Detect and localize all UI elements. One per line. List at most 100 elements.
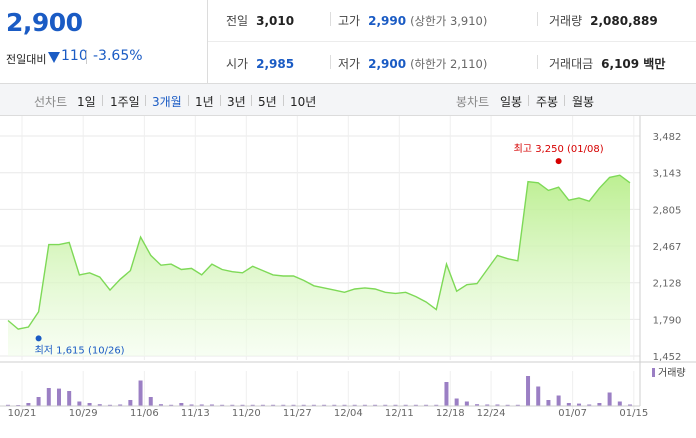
volume-bar — [107, 404, 112, 406]
volume-bar — [403, 404, 408, 406]
volume-bar — [291, 404, 296, 406]
high-marker — [555, 158, 562, 165]
y-tick-label: 1,790 — [653, 315, 682, 326]
volume-bar — [26, 403, 31, 406]
volume-bar — [46, 388, 51, 406]
volume-bar — [485, 404, 490, 406]
high-price: 고가 2,990 (상한가 3,910) — [338, 14, 488, 28]
volume-bar — [424, 404, 429, 406]
volume-bar — [597, 403, 602, 406]
y-tick-label: 2,467 — [653, 242, 682, 253]
tab-3m[interactable]: 3개월 — [152, 95, 182, 109]
trade-amount: 거래대금 6,109 백만 — [549, 57, 666, 71]
volume-bar — [36, 397, 41, 406]
x-tick-label: 12/18 — [436, 408, 465, 419]
quote-summary: 2,900 전일대비 110 -3.65% 전일 3,010 고가 2,990 (상한… — [0, 0, 696, 84]
y-tick-label: 2,805 — [653, 205, 682, 216]
tab-10y[interactable]: 10년 — [290, 95, 317, 109]
volume-bar — [250, 404, 255, 406]
volume-bar — [209, 404, 214, 406]
divider — [145, 95, 146, 106]
change-percent: -3.65% — [93, 48, 143, 64]
divider — [220, 95, 221, 106]
volume-bar — [240, 404, 245, 406]
x-tick-label: 10/21 — [8, 408, 37, 419]
tab-1d[interactable]: 1일 — [77, 95, 96, 109]
volume-bar — [505, 404, 510, 406]
x-tick-label: 11/06 — [130, 408, 159, 419]
volume-bar — [362, 404, 367, 406]
volume-bar — [577, 403, 582, 406]
x-tick-label: 11/27 — [283, 408, 312, 419]
volume-bar — [138, 380, 143, 406]
volume-bar — [444, 382, 449, 406]
divider — [208, 41, 696, 42]
candle-chart-section-label: 봉차트 — [456, 95, 490, 109]
volume-bar — [230, 404, 235, 406]
x-tick-label: 11/20 — [232, 408, 261, 419]
tab-1w[interactable]: 1주일 — [110, 95, 140, 109]
change-value: 110 — [61, 48, 88, 64]
x-tick-label: 11/13 — [181, 408, 210, 419]
divider — [537, 12, 538, 26]
volume-bar — [169, 404, 174, 406]
volume-bar — [189, 404, 194, 406]
volume-bar — [566, 403, 571, 406]
volume-bar — [158, 404, 163, 406]
x-tick-label: 12/11 — [385, 408, 414, 419]
volume-bar — [515, 404, 520, 406]
x-tick-label: 01/15 — [619, 408, 648, 419]
volume-bar — [148, 397, 153, 406]
tab-monthly-candle[interactable]: 월봉 — [572, 95, 595, 109]
line-chart-section-label: 선차트 — [34, 95, 68, 109]
volume-bar — [546, 400, 551, 406]
tab-3y[interactable]: 3년 — [227, 95, 246, 109]
low-annotation: 최저 1,615 (10/26) — [35, 344, 125, 356]
volume-bar — [536, 386, 541, 406]
volume-bar — [128, 400, 133, 406]
volume-legend-swatch — [652, 368, 655, 377]
current-price-box: 2,900 전일대비 110 -3.65% — [0, 0, 208, 83]
volume-bar — [352, 404, 357, 406]
low-marker — [35, 335, 42, 342]
chart-period-tabs: 선차트 1일 1주일 3개월 1년 3년 5년 10년 봉차트 일봉 주봉 월봉 — [0, 84, 696, 116]
divider — [188, 95, 189, 106]
volume-bar — [475, 404, 480, 406]
low-price: 저가 2,900 (하한가 2,110) — [338, 57, 488, 71]
volume-bar — [495, 404, 500, 406]
divider — [330, 55, 331, 69]
volume-bar — [56, 388, 61, 406]
volume-bar — [464, 401, 469, 406]
volume-bar — [301, 404, 306, 406]
volume-bar — [373, 404, 378, 406]
y-tick-label: 3,143 — [653, 169, 682, 180]
volume-bar — [271, 404, 276, 406]
volume-bar — [434, 404, 439, 406]
volume-bar — [77, 401, 82, 406]
tab-1y[interactable]: 1년 — [195, 95, 214, 109]
volume-bar — [556, 395, 561, 406]
divider — [251, 95, 252, 106]
high-annotation: 최고 3,250 (01/08) — [514, 143, 604, 155]
volume: 거래량 2,080,889 — [549, 14, 658, 28]
divider — [86, 50, 87, 64]
divider — [564, 95, 565, 106]
volume-bar — [607, 392, 612, 406]
tab-weekly-candle[interactable]: 주봉 — [536, 95, 559, 109]
volume-bar — [617, 401, 622, 406]
volume-bar — [587, 404, 592, 406]
x-tick-label: 12/24 — [477, 408, 506, 419]
tab-5y[interactable]: 5년 — [258, 95, 277, 109]
volume-bar — [413, 404, 418, 406]
change-label: 전일대비 — [6, 53, 47, 66]
volume-bar — [87, 403, 92, 406]
x-tick-label: 12/04 — [334, 408, 363, 419]
tab-daily-candle[interactable]: 일봉 — [500, 95, 523, 109]
volume-bar — [67, 391, 72, 406]
volume-bar — [628, 404, 632, 406]
volume-bar — [6, 404, 10, 406]
volume-bar — [454, 398, 459, 406]
divider — [330, 12, 331, 26]
volume-bar — [179, 403, 184, 406]
open-price: 시가 2,985 — [226, 57, 295, 71]
